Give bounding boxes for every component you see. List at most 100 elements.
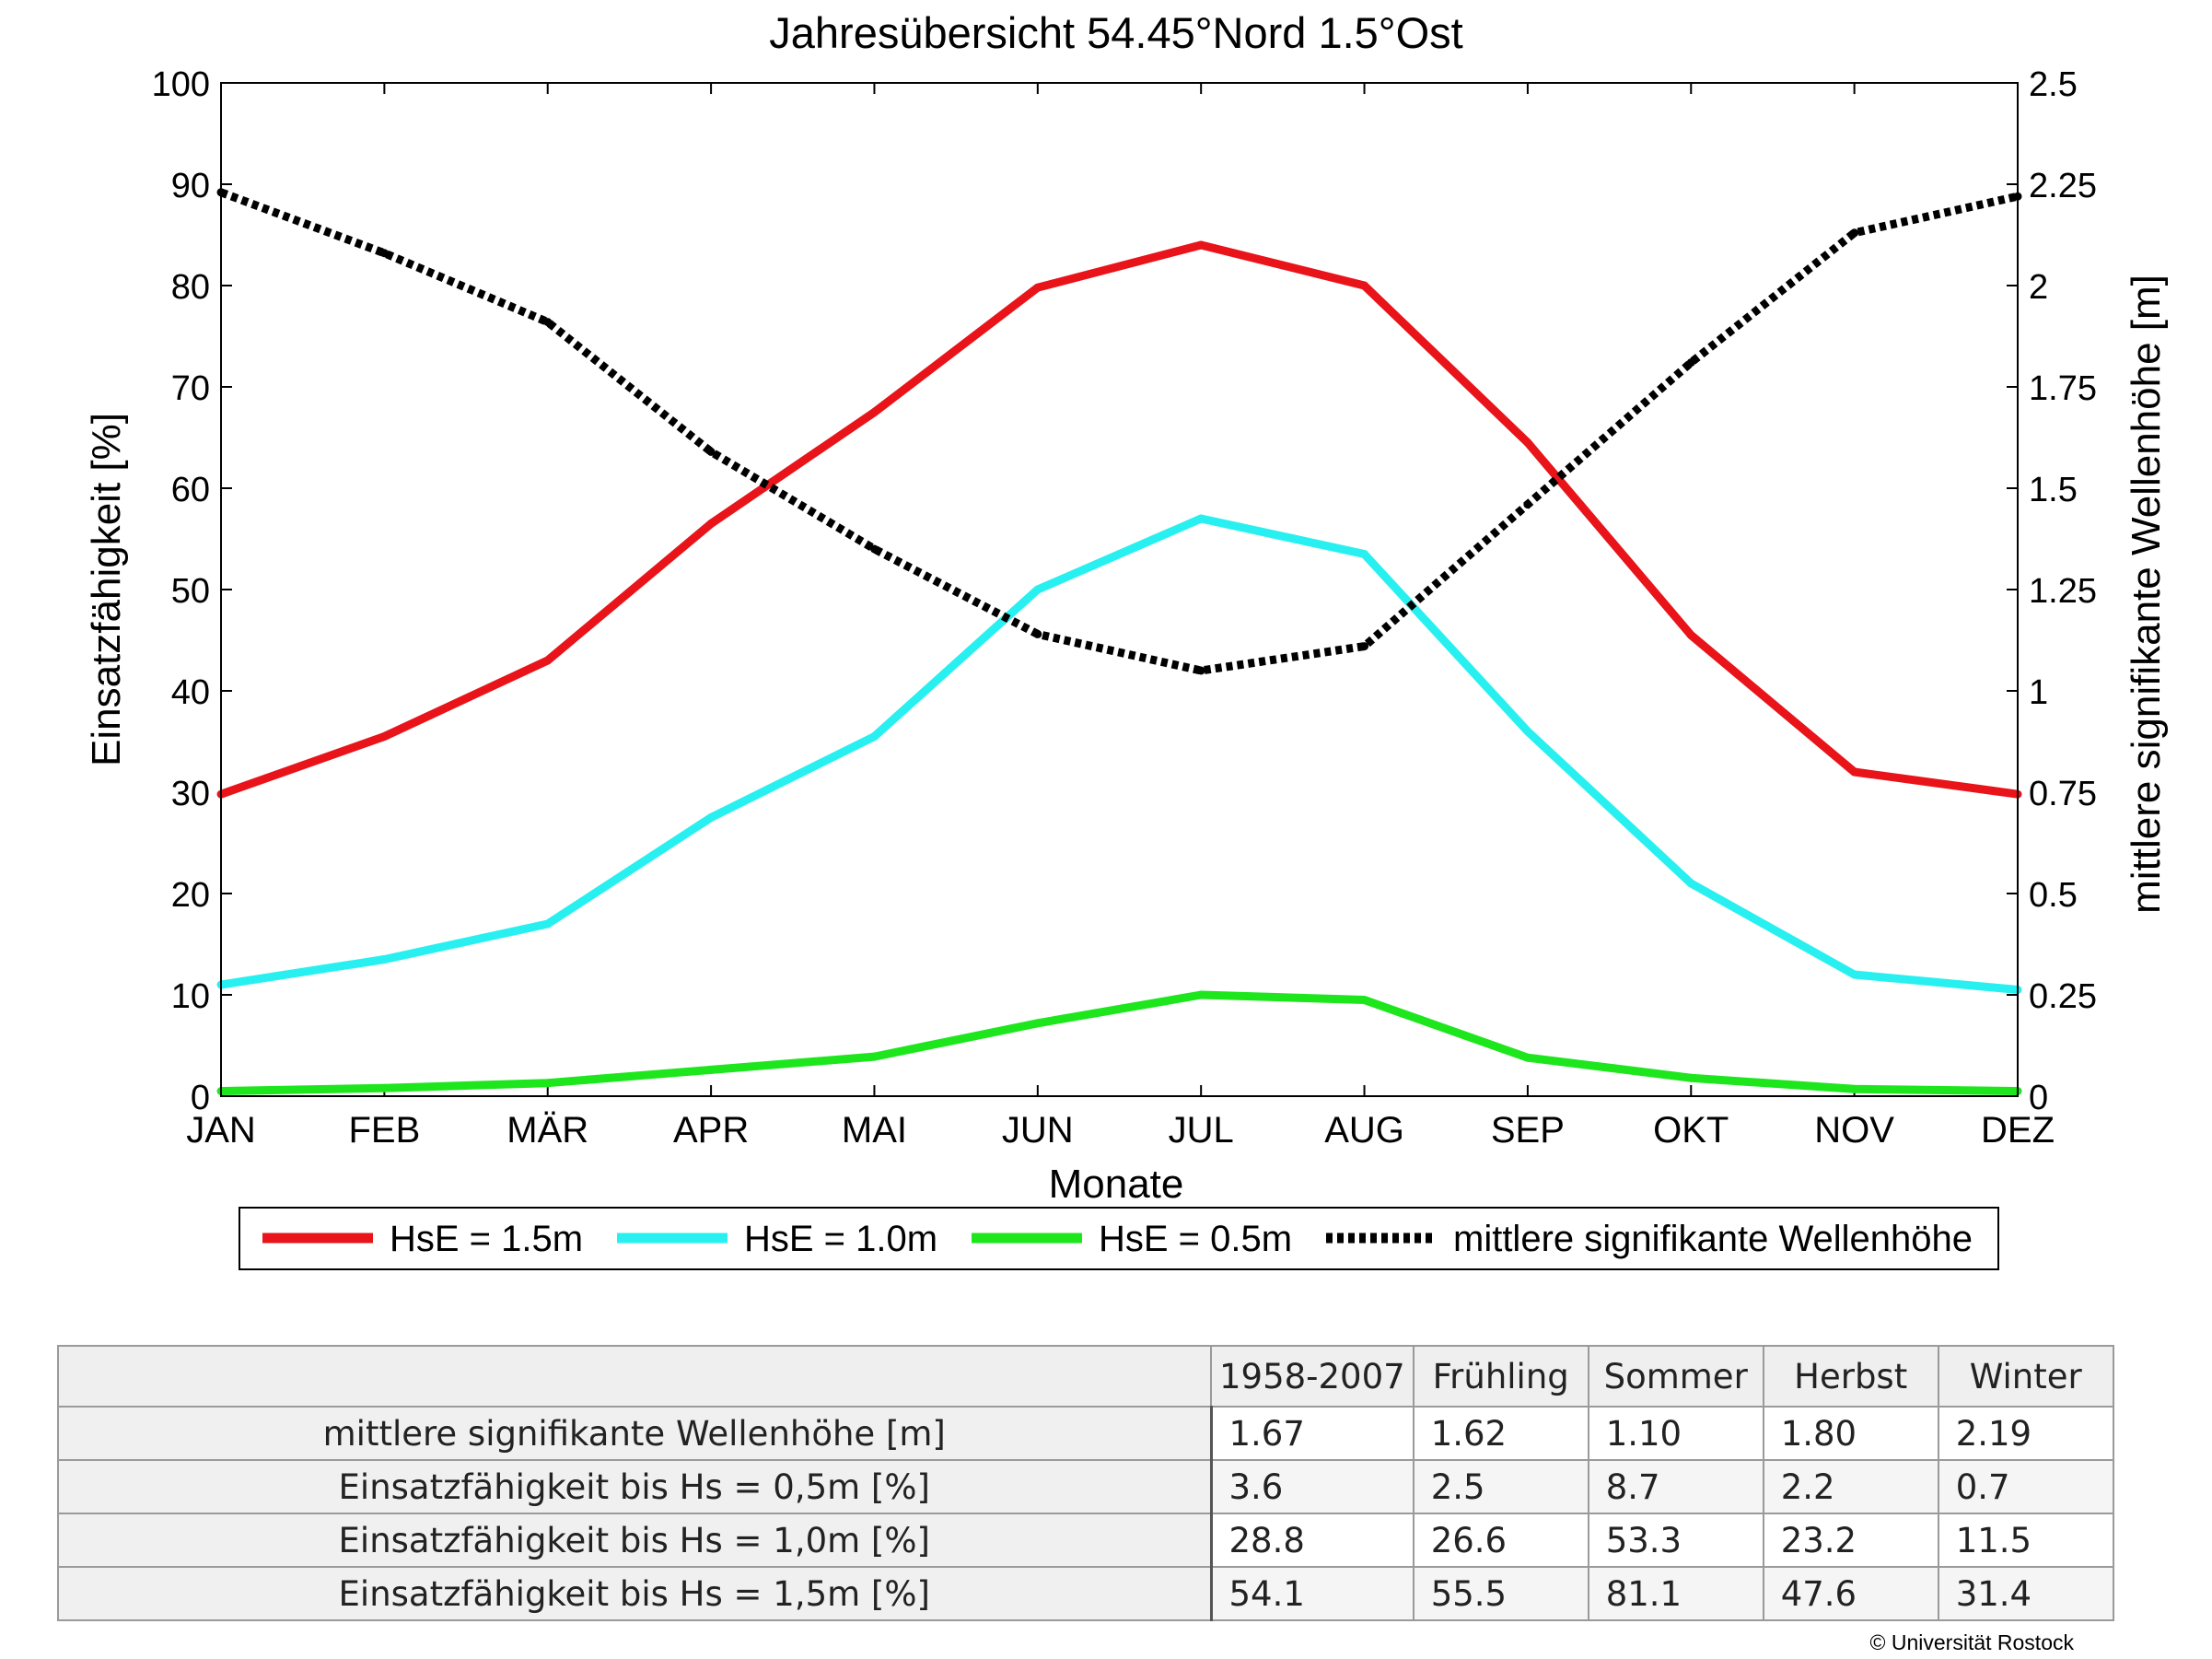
legend-label: HsE = 1.0m [744,1219,937,1259]
x-tick-label: DEZ [1981,1110,2055,1151]
data-point [869,408,879,416]
y2-tick-label: 2 [2029,268,2048,307]
data-point [869,544,879,554]
table-row: Einsatzfähigkeit bis Hs = 1,0m [%] 28.8 … [57,1513,2114,1568]
column-header: 1958-2007 [1210,1345,1415,1408]
data-point [379,955,389,964]
data-point [543,919,553,929]
x-tick-label: MÄR [506,1110,588,1151]
table-cell: 31.4 [1937,1566,2114,1621]
table-cell: 53.3 [1587,1513,1764,1568]
data-point [869,1052,879,1061]
y2-tick-label: 0 [2029,1079,2048,1117]
copyright-notice: © Universität Rostock [1869,1630,2074,1654]
data-point [1523,500,1532,509]
table-cell: 1.80 [1762,1406,1939,1461]
y-axis-label: Einsatzfähigkeit [%] [84,413,129,766]
table-row: Einsatzfähigkeit bis Hs = 0,5m [%] 3.6 2… [57,1459,2114,1514]
data-point [1850,767,1859,777]
row-label: Einsatzfähigkeit bis Hs = 1,5m [%] [57,1566,1213,1621]
row-label: Einsatzfähigkeit bis Hs = 0,5m [%] [57,1459,1213,1514]
data-point [706,1065,716,1074]
data-point [1360,642,1369,651]
table-cell: 11.5 [1937,1513,2114,1568]
y2-tick-label: 1.25 [2029,572,2097,611]
data-point [1360,996,1369,1004]
y-tick-label: 30 [171,775,210,813]
table-cell: 54.1 [1210,1566,1415,1621]
legend-label: mittlere signifikante Wellenhöhe [1453,1219,1973,1259]
table-cell: 28.8 [1210,1513,1415,1568]
data-point [1686,1073,1695,1082]
table-cell: 2.2 [1762,1459,1939,1514]
table-cell: 81.1 [1587,1566,1764,1621]
y2-tick-label: 0.5 [2029,876,2078,915]
x-tick-label: MAI [842,1110,907,1151]
data-point [1850,228,1859,238]
data-point [1686,358,1695,368]
y2-tick-label: 2.25 [2029,167,2097,205]
data-point [1523,727,1532,736]
y-tick-label: 60 [171,471,210,509]
x-tick-label: SEP [1491,1110,1565,1151]
legend-label: HsE = 0.5m [1099,1219,1292,1259]
table-cell: 8.7 [1587,1459,1764,1514]
data-point [1033,585,1042,594]
table-cell: 47.6 [1762,1566,1939,1621]
data-point [1033,283,1042,292]
table-cell: 3.6 [1210,1459,1415,1514]
y-tick-label: 90 [171,167,210,205]
column-header: Frühling [1412,1345,1589,1408]
x-tick-label: JAN [186,1110,256,1151]
table-row: mittlere signifikante Wellenhöhe [m] 1.6… [57,1406,2114,1461]
legend: HsE = 1.5m HsE = 1.0m HsE = 0.5m mittlere s… [262,1219,1973,1259]
y2-axis-label: mittlere signifikante Wellenhöhe [m] [2124,275,2169,914]
legend-label: HsE = 1.5m [390,1219,583,1259]
row-label: mittlere signifikante Wellenhöhe [m] [57,1406,1213,1461]
data-point [1360,281,1369,290]
y-tick-label: 0 [191,1079,210,1117]
x-tick-label: FEB [348,1110,420,1151]
data-point [1523,438,1532,447]
y-tick-label: 100 [152,65,210,104]
y-tick-label: 20 [171,876,210,915]
data-point [706,813,716,822]
summary-table: 1958-2007 Frühling Sommer Herbst Winter … [57,1345,2114,1621]
series-line-hse-1-0m [220,514,2019,994]
x-tick-label: OKT [1653,1110,1729,1151]
data-point [1686,879,1695,888]
y2-tick-label: 1.75 [2029,369,2097,408]
x-tick-label: JUL [1169,1110,1234,1151]
data-point [543,318,553,327]
table-cell: 1.10 [1587,1406,1764,1461]
data-point [1196,666,1205,675]
data-point [1686,631,1695,639]
data-point [1196,990,1205,999]
data-point [869,732,879,741]
column-header: Sommer [1587,1345,1764,1408]
plot-frame [220,82,2019,1097]
column-header: Winter [1937,1345,2114,1408]
y2-tick-label: 0.25 [2029,977,2097,1016]
x-tick-label: JUN [1002,1110,1074,1151]
table-cell: 0.7 [1937,1459,2114,1514]
y2-tick-label: 1.5 [2029,471,2078,509]
y-tick-label: 10 [171,977,210,1016]
data-point [379,1083,389,1092]
x-tick-label: APR [673,1110,749,1151]
data-point [379,732,389,741]
data-point [706,520,716,528]
data-point [1196,240,1205,250]
x-tick-label: NOV [1814,1110,1894,1151]
data-point [1850,1084,1859,1093]
column-header: Herbst [1762,1345,1939,1408]
data-point [543,1079,553,1088]
x-tick-label: AUG [1324,1110,1404,1151]
legend-box [239,1207,1999,1270]
series-line-hse-0-5m [220,990,2019,1095]
table-cell: 23.2 [1762,1513,1939,1568]
series-line-hse-1-5m [219,240,2019,799]
data-point [706,447,716,456]
table-cell: 55.5 [1412,1566,1589,1621]
chart: Jahresübersicht 54.45°Nord 1.5°Ost 01020… [84,8,2169,1270]
